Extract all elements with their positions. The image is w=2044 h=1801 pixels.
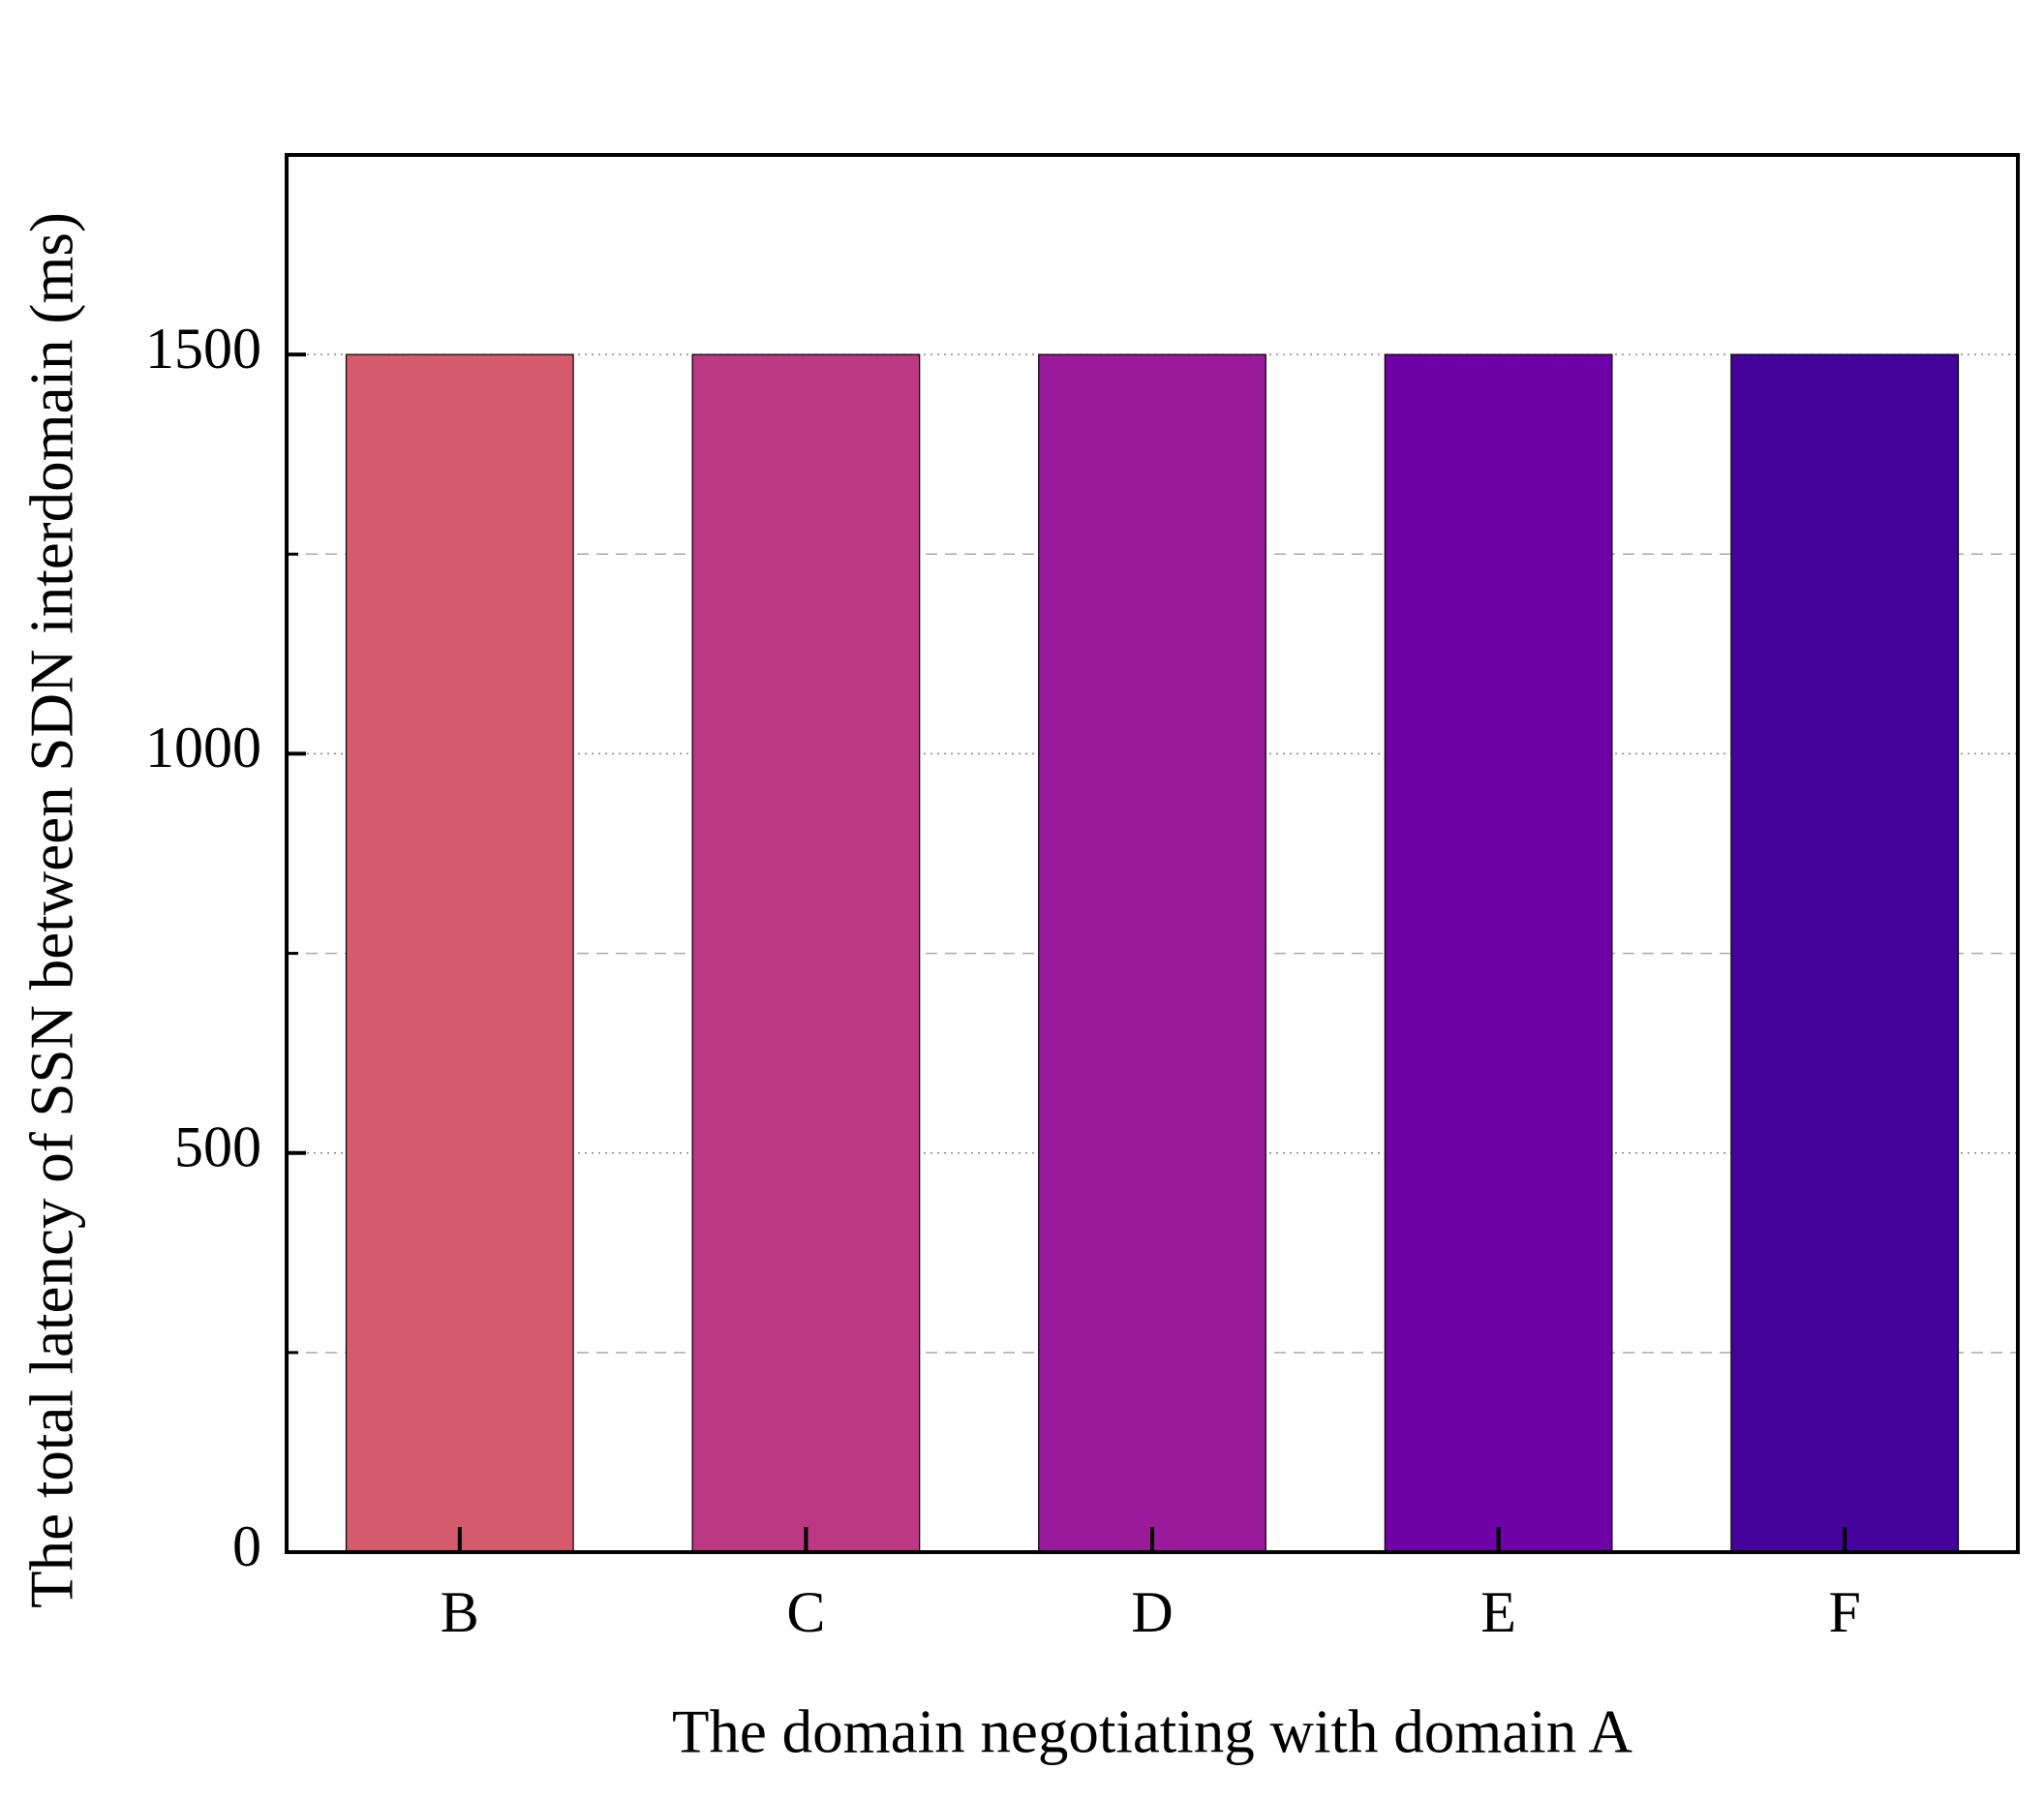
bar (345, 353, 574, 1553)
x-tick-label: C (786, 1580, 825, 1644)
y-axis-label: The total latency of SSN between SDN int… (17, 212, 85, 1608)
x-tick-label: E (1480, 1580, 1516, 1644)
y-tick-label: 500 (174, 1114, 261, 1178)
bar (691, 353, 921, 1553)
x-tick-label: F (1829, 1580, 1861, 1644)
bar (1038, 353, 1266, 1553)
x-tick-label: B (441, 1580, 479, 1644)
y-tick-label: 1500 (145, 317, 261, 381)
x-axis-label: The domain negotiating with domain A (672, 1697, 1633, 1765)
x-tick-label: D (1131, 1580, 1173, 1644)
bar (1730, 353, 1960, 1553)
bar (1384, 353, 1613, 1553)
plot-frame (285, 153, 2020, 1554)
y-tick-label: 1000 (145, 716, 261, 779)
y-tick-label: 0 (232, 1514, 261, 1578)
